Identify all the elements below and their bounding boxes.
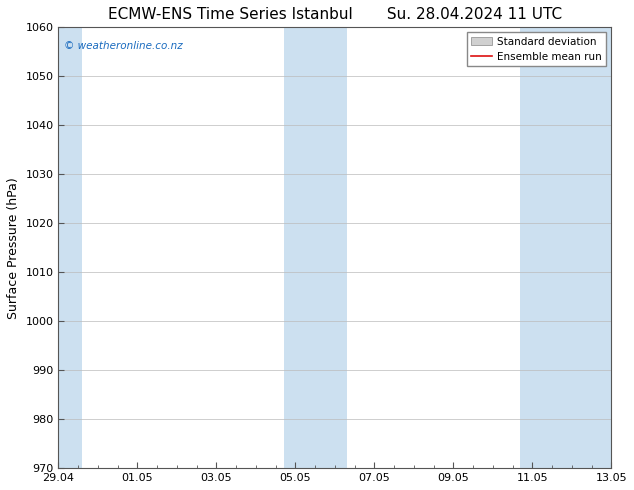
Bar	[283, 27, 347, 468]
Bar	[56, 27, 82, 468]
Bar	[521, 27, 613, 468]
Text: © weatheronline.co.nz: © weatheronline.co.nz	[64, 41, 183, 50]
Legend: Standard deviation, Ensemble mean run: Standard deviation, Ensemble mean run	[467, 32, 606, 66]
Title: ECMW-ENS Time Series Istanbul       Su. 28.04.2024 11 UTC: ECMW-ENS Time Series Istanbul Su. 28.04.…	[108, 7, 562, 22]
Y-axis label: Surface Pressure (hPa): Surface Pressure (hPa)	[7, 177, 20, 318]
